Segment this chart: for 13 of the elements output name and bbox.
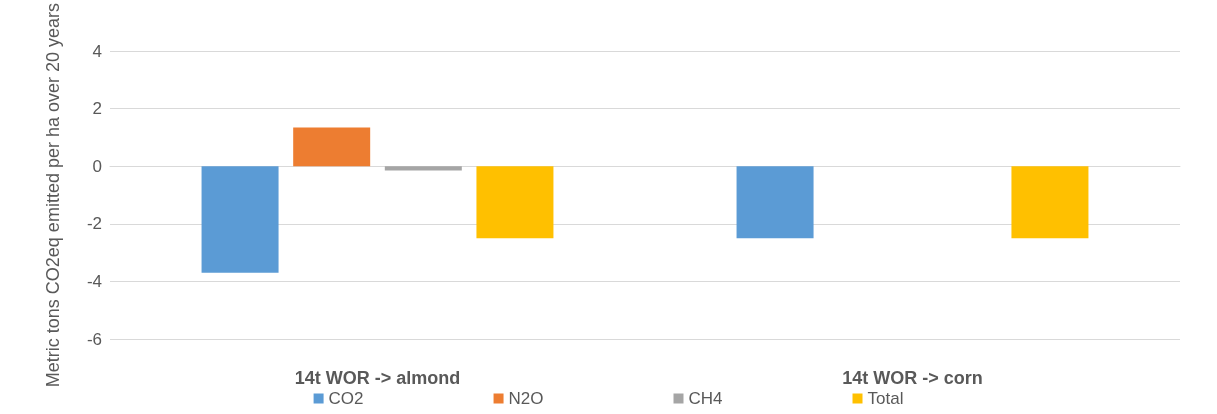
y-tick-label: -6 bbox=[86, 329, 102, 349]
x-tick-label: 14t WOR -> almond bbox=[294, 368, 461, 388]
y-tick-label: 2 bbox=[92, 99, 102, 119]
y-tick-label: 0 bbox=[92, 156, 102, 176]
y-tick-label: -4 bbox=[86, 271, 102, 291]
legend-label: CH4 bbox=[688, 389, 723, 408]
y-tick-label: -2 bbox=[86, 214, 102, 234]
y-tick-label: 4 bbox=[92, 41, 102, 61]
legend-label: N2O bbox=[508, 389, 544, 408]
legend-label: Total bbox=[867, 389, 904, 408]
x-tick-label: 14t WOR -> corn bbox=[842, 368, 983, 388]
y-axis-title: Metric tons CO2eq emitted per ha over 20 years bbox=[43, 3, 63, 388]
legend-label: CO2 bbox=[328, 389, 364, 408]
